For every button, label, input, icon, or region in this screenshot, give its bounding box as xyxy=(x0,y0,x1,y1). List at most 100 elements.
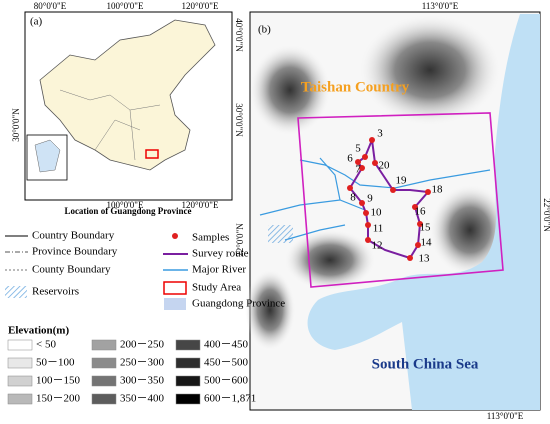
panel-label: (a) xyxy=(30,16,43,28)
sample-point xyxy=(359,165,365,171)
tick-label: 30°0'0"N xyxy=(11,108,21,142)
legend-label: County Boundary xyxy=(32,264,111,276)
elevation-swatch xyxy=(7,375,33,387)
elevation-legend: < 50 50－100 100－150 150－200 200－250 250－300 30… xyxy=(7,339,256,405)
elevation-swatch xyxy=(175,357,201,369)
sample-point xyxy=(365,237,371,243)
sample-label: 19 xyxy=(396,175,408,187)
elevation-label: 450－500 xyxy=(204,357,248,369)
elevation-swatch xyxy=(175,393,201,405)
elevation-label: 600－1,871 xyxy=(204,393,256,405)
sample-label: 12 xyxy=(372,240,383,252)
elevation-label: 250－300 xyxy=(120,357,164,369)
caption: Location of Guangdong Province xyxy=(64,206,191,216)
sample-point xyxy=(363,210,369,216)
sample-label: 14 xyxy=(421,237,433,249)
legend: Country Boundary Province Boundary Count… xyxy=(5,230,285,405)
china-map xyxy=(39,19,216,171)
sample-point xyxy=(365,222,371,228)
sample-label: 11 xyxy=(373,223,384,235)
legend-label: Major River xyxy=(192,264,246,276)
study-area xyxy=(297,112,504,288)
sample-point xyxy=(347,185,353,191)
sample-point xyxy=(412,204,418,210)
elevation-title: Elevation(m) xyxy=(8,325,69,337)
tick-label: 22°0'0"N xyxy=(235,223,245,257)
sample-label: 15 xyxy=(420,222,432,234)
sample-point xyxy=(359,200,365,206)
legend-label: Guangdong Province xyxy=(192,298,285,310)
legend-label: Survey route xyxy=(192,248,249,260)
sample-point xyxy=(372,160,378,166)
tick-label: 22°0'0"N xyxy=(542,198,550,232)
elevation-swatch xyxy=(7,393,33,405)
samples: 3 567 20 19 18 8 9 16 10 11 15 12 14 13 xyxy=(347,128,443,265)
legend-label: Country Boundary xyxy=(32,230,115,242)
sample-point xyxy=(390,187,396,193)
panel-label: (b) xyxy=(258,24,271,36)
legend-symbol xyxy=(164,298,186,310)
sample-point xyxy=(415,242,421,248)
elevation-label: 500－600 xyxy=(204,375,248,387)
river xyxy=(259,157,491,241)
legend-symbol xyxy=(172,233,178,239)
sample-point xyxy=(425,189,431,195)
sample-point xyxy=(369,137,375,143)
elevation-swatch xyxy=(175,339,201,351)
legend-label: Study Area xyxy=(192,282,241,294)
legend-label: Reservoirs xyxy=(32,286,79,298)
sample-point xyxy=(355,159,361,165)
terrain xyxy=(360,15,500,125)
sample-label: 3 xyxy=(377,128,383,140)
elevation-swatch xyxy=(91,339,117,351)
sample-label: 10 xyxy=(371,207,383,219)
tick-label: 40°0'0"N xyxy=(234,18,244,52)
legend-symbol xyxy=(5,286,27,298)
tick-label: 30°0'0"N xyxy=(234,103,244,137)
elevation-label: 150－200 xyxy=(36,393,80,405)
elevation-label: 400－450 xyxy=(204,339,248,351)
tick-label: 100°0'0"E xyxy=(107,1,144,11)
sample-label: 13 xyxy=(419,253,431,265)
tick-label: 120°0'0"E xyxy=(182,200,219,210)
tick-label: 120°0'0"E xyxy=(182,1,219,11)
elevation-label: 50－100 xyxy=(36,357,75,369)
sample-label: 7 xyxy=(355,164,361,176)
panel-a: (a) 80°0'0"E 100°0'0"E 120°0'0"E 100°0'0… xyxy=(11,1,244,216)
sample-label: 16 xyxy=(415,206,427,218)
sample-label: 20 xyxy=(379,160,391,172)
sea xyxy=(307,14,540,410)
tick-label: 80°0'0"E xyxy=(34,1,67,11)
panel-b: (b) 113°0'0"E 113°0'0"E 22°0'0"N 22°0'0"… xyxy=(235,1,550,421)
sea-label: South China Sea xyxy=(372,356,479,372)
study-location xyxy=(145,149,159,159)
inset-sea xyxy=(34,139,61,173)
sample-point xyxy=(417,221,423,227)
sample-label: 18 xyxy=(432,184,444,196)
tick-label: 113°0'0"E xyxy=(487,411,524,421)
sample-point xyxy=(362,154,368,160)
elevation-swatch xyxy=(7,339,33,351)
elevation-swatch xyxy=(91,375,117,387)
elevation-swatch xyxy=(91,357,117,369)
legend-label: Province Boundary xyxy=(32,246,118,258)
tick-label: 100°0'0"E xyxy=(107,200,144,210)
tick-label: 113°0'0"E xyxy=(422,1,459,11)
elevation-label: < 50 xyxy=(36,339,56,351)
elevation-swatch xyxy=(7,357,33,369)
elevation-swatch xyxy=(91,393,117,405)
sample-point xyxy=(407,255,413,261)
province-boundaries xyxy=(59,89,161,161)
terrain xyxy=(285,230,375,290)
legend-symbol xyxy=(163,281,187,295)
legend-label: Samples xyxy=(192,232,229,244)
sample-label: 9 xyxy=(367,193,373,205)
elevation-label: 100－150 xyxy=(36,375,80,387)
elevation-label: 350－400 xyxy=(120,393,164,405)
elevation-swatch xyxy=(175,375,201,387)
terrain xyxy=(245,270,295,350)
reservoir xyxy=(268,225,293,243)
sample-label: 8 xyxy=(350,192,356,204)
sample-label: 6 xyxy=(347,153,353,165)
